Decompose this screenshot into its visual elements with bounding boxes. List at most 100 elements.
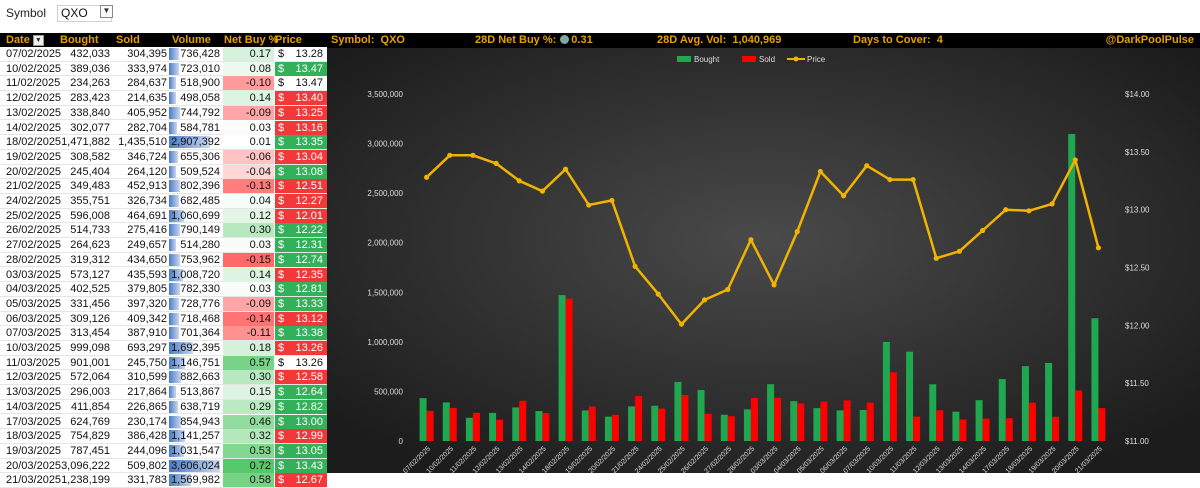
price-value: 13.38 (295, 327, 323, 340)
table-row: 03/03/2025 573,127 435,593 1,008,720 0.14 $12… (0, 267, 327, 283)
cell-sold: 284,637 (127, 77, 167, 90)
price-direction-fill (275, 341, 327, 355)
bar-bought (952, 411, 960, 441)
cell-bought: 411,854 (71, 400, 110, 413)
price-point (423, 174, 430, 180)
netbuy-heat (223, 429, 274, 444)
chart-panel: Symbol: QXO 28D Net Buy %: 0.31 28D Avg. … (327, 33, 1200, 473)
netbuy-value: 0.30 (249, 224, 271, 237)
volume-value: 682,485 (180, 195, 220, 207)
price-value: 12.64 (295, 386, 323, 399)
currency-symbol: $ (278, 195, 285, 207)
cell-sold: 405,952 (127, 106, 167, 119)
table-row: 13/02/2025 338,840 405,952 744,792 -0.09 $13.… (0, 105, 327, 121)
cell-volume: 498,058 (169, 91, 222, 105)
cell-price: $12.51 (275, 179, 327, 194)
volume-databar (169, 253, 180, 266)
legend-marker-icon (793, 56, 799, 62)
cell-netbuy: -0.13 (223, 179, 274, 194)
currency-symbol: $ (278, 400, 285, 413)
bar-bought (767, 384, 775, 441)
currency-symbol: $ (278, 327, 285, 340)
header-netbuy: Net Buy % (224, 34, 279, 46)
y2-tick-label: $13.00 (1125, 206, 1150, 215)
cell-netbuy: -0.06 (223, 149, 274, 164)
cell-netbuy: 0.12 (223, 208, 274, 223)
netbuy-value: -0.10 (245, 77, 271, 90)
cell-price: $13.05 (275, 443, 327, 458)
currency-symbol: $ (278, 297, 285, 310)
cell-volume: 1,141,257 (169, 429, 222, 443)
bar-bought (628, 406, 636, 441)
cell-date: 14/02/2025 (6, 121, 62, 134)
volume-value: 509,524 (180, 165, 220, 178)
cell-netbuy: 0.04 (223, 194, 274, 208)
header-bought: Bought (60, 34, 99, 46)
cell-sold: 226,865 (127, 400, 167, 413)
volume-databar (169, 444, 184, 457)
price-value: 12.22 (295, 224, 323, 237)
bar-sold (750, 397, 758, 441)
price-value: 12.27 (295, 195, 323, 207)
cell-volume: 3,606,024 (169, 459, 222, 473)
cell-bought: 309,126 (70, 312, 110, 325)
cell-date: 10/02/2025 (6, 62, 62, 75)
cell-date: 12/02/2025 (6, 92, 62, 105)
netbuy-heat (223, 370, 274, 385)
cell-bought: 596,008 (70, 209, 110, 222)
cell-netbuy: 0.30 (223, 223, 274, 238)
netbuy-value: 0.08 (249, 62, 271, 75)
netbuy-heat (223, 194, 274, 208)
filter-dropdown-icon[interactable]: ▼ (100, 5, 113, 18)
y2-tick-label: $11.50 (1125, 379, 1149, 388)
cell-bought: 3,096,222 (61, 459, 110, 472)
netbuy-value: 0.14 (249, 268, 271, 281)
price-direction-fill (275, 223, 327, 238)
cell-volume: 854,943 (169, 415, 222, 429)
bar-sold (588, 406, 596, 441)
table-row: 19/02/2025 308,582 346,724 655,306 -0.06 $13.… (0, 149, 327, 165)
price-value: 12.74 (295, 253, 323, 266)
cell-bought: 234,263 (70, 77, 110, 90)
cell-netbuy: 0.72 (223, 458, 274, 473)
cell-sold: 310,599 (127, 371, 167, 384)
volume-databar (169, 327, 179, 340)
cell-netbuy: 0.03 (223, 238, 274, 253)
netbuy-value: -0.15 (245, 253, 271, 266)
cell-price: $12.64 (275, 385, 327, 400)
cell-date: 19/02/2025 (6, 150, 62, 163)
price-value: 12.31 (295, 239, 323, 252)
cell-bought: 624,769 (70, 415, 110, 428)
price-value: 13.05 (295, 444, 323, 457)
cell-volume: 1,008,720 (169, 268, 222, 282)
price-point (678, 321, 685, 327)
cell-volume: 584,781 (169, 121, 222, 135)
volume-value: 518,900 (180, 77, 220, 90)
volume-value: 1,141,257 (171, 430, 220, 443)
cell-volume: 736,428 (169, 47, 222, 61)
cell-volume: 744,792 (169, 106, 222, 120)
y2-tick-label: $14.00 (1125, 90, 1150, 99)
volume-value: 1,692,395 (171, 342, 220, 354)
netbuy-label: 28D Net Buy %: (475, 34, 557, 46)
cell-bought: 402,525 (70, 283, 110, 296)
volume-value: 736,428 (180, 48, 220, 60)
volume-value: 1,008,720 (171, 268, 220, 281)
bar-bought (1091, 318, 1099, 441)
cell-date: 20/03/2025 (6, 459, 62, 472)
cell-price: $13.43 (275, 458, 327, 473)
price-point (748, 237, 754, 243)
bar-bought (975, 400, 983, 441)
filter-icon[interactable]: ▼ (32, 35, 44, 46)
bar-sold (565, 298, 573, 441)
price-direction-fill (275, 105, 327, 120)
cell-date: 04/03/2025 (6, 283, 62, 296)
netbuy-heat (223, 179, 274, 194)
table-row: 11/03/2025 901,001 245,750 1,146,751 0.57 $13… (0, 355, 327, 371)
cell-price: $13.26 (275, 341, 327, 355)
table-header: Date ▼ Bought Sold Volume Net Buy % Price (0, 33, 327, 47)
cell-netbuy: 0.58 (223, 473, 274, 488)
price-direction-fill (275, 326, 327, 341)
currency-symbol: $ (278, 415, 285, 428)
price-point (516, 178, 522, 184)
